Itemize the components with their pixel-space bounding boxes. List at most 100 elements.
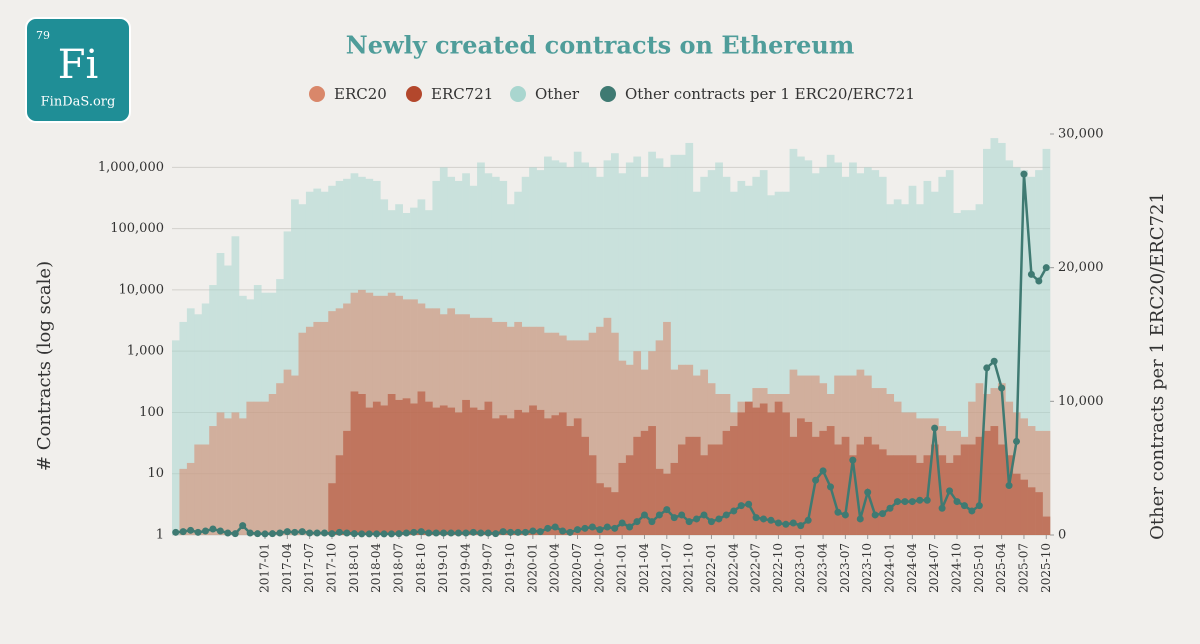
bar — [625, 455, 634, 535]
bar — [268, 394, 277, 535]
line-point — [819, 467, 827, 475]
x-tick-label: 2021-07 — [659, 543, 673, 593]
bar — [782, 191, 790, 535]
y2-tick-label: 10,000 — [1058, 394, 1104, 409]
line-point — [938, 504, 946, 512]
y-axis-title: # Contracts (log scale) — [34, 261, 55, 471]
bar — [878, 449, 887, 535]
x-tick-label: 2020-01 — [525, 543, 539, 593]
bar — [1027, 426, 1036, 535]
bar — [238, 295, 247, 535]
bar — [618, 462, 627, 535]
bar — [744, 185, 753, 535]
bar — [730, 191, 738, 535]
bar — [558, 412, 567, 535]
bar — [194, 444, 203, 535]
bar — [1012, 473, 1021, 535]
bar — [328, 483, 336, 535]
bar — [938, 176, 947, 535]
bar — [797, 156, 805, 535]
line-point — [916, 496, 924, 504]
bar — [774, 401, 783, 535]
x-tick-label: 2022-04 — [726, 543, 740, 593]
line-point — [477, 529, 485, 537]
line-point — [715, 515, 723, 523]
bar — [655, 468, 664, 535]
bar — [655, 340, 664, 535]
line-point — [983, 364, 991, 372]
bar — [856, 444, 865, 535]
line-point — [1013, 437, 1021, 445]
line-point — [685, 518, 693, 526]
bar — [834, 444, 842, 535]
line-point — [268, 530, 276, 538]
x-tick-label: 2023-04 — [816, 543, 830, 593]
x-tick-label: 2021-04 — [637, 543, 651, 593]
bar — [945, 462, 954, 535]
chart-title: Newly created contracts on Ethereum — [346, 31, 854, 60]
bar — [603, 487, 612, 535]
bar — [216, 412, 225, 535]
y-tick-label: 1,000 — [127, 344, 164, 359]
logo-site: FinDaS.org — [41, 95, 116, 110]
bar — [402, 398, 411, 535]
line-point — [849, 456, 857, 464]
bar — [960, 444, 969, 535]
line-point — [194, 528, 202, 536]
line-point — [700, 511, 708, 519]
bar — [930, 191, 939, 535]
x-tick-label: 2025-01 — [972, 543, 986, 593]
bar — [209, 426, 217, 535]
bar — [752, 407, 761, 535]
line-point — [440, 529, 448, 537]
legend-marker — [309, 86, 325, 102]
line-point — [975, 502, 983, 510]
x-tick-label: 2024-07 — [927, 543, 941, 593]
legend-marker — [406, 86, 422, 102]
line-point — [581, 524, 589, 532]
line-point — [514, 528, 522, 536]
bar — [611, 332, 619, 535]
line-point — [239, 522, 247, 530]
y-tick-label: 10,000 — [119, 282, 165, 297]
bar — [670, 462, 679, 535]
bar — [804, 160, 813, 535]
x-tick-label: 2024-04 — [905, 543, 919, 593]
line — [175, 174, 1048, 536]
line-point — [425, 529, 433, 537]
x-tick-label: 2024-01 — [883, 543, 897, 593]
line-point — [1042, 264, 1050, 272]
line-point — [618, 519, 626, 527]
x-tick-label: 2023-01 — [793, 543, 807, 593]
bar — [1042, 148, 1051, 535]
line-point — [216, 527, 224, 535]
line-point — [224, 529, 232, 537]
line-point — [760, 515, 768, 523]
bar — [953, 212, 962, 535]
bar — [715, 444, 723, 535]
bar — [893, 455, 902, 535]
logo-box — [25, 17, 131, 123]
line-point — [946, 487, 954, 495]
line-point — [521, 528, 529, 536]
bar — [782, 412, 790, 535]
x-tick-label: 2022-07 — [749, 543, 763, 593]
line-point — [879, 510, 887, 518]
x-tick-label: 2025-10 — [1039, 543, 1053, 593]
line-point — [432, 529, 440, 537]
line-point — [633, 518, 641, 526]
x-tick-label: 2017-10 — [324, 543, 338, 593]
bar — [335, 308, 344, 535]
bar — [179, 468, 188, 535]
x-tick-label: 2025-04 — [994, 543, 1008, 593]
bar — [395, 399, 403, 535]
legend-label: ERC20 — [334, 85, 387, 103]
bar — [886, 204, 895, 535]
bar — [744, 401, 753, 535]
bar — [871, 170, 880, 536]
line-point — [1020, 170, 1028, 178]
line-point — [350, 530, 358, 538]
bar — [692, 191, 701, 535]
bar — [901, 204, 909, 535]
